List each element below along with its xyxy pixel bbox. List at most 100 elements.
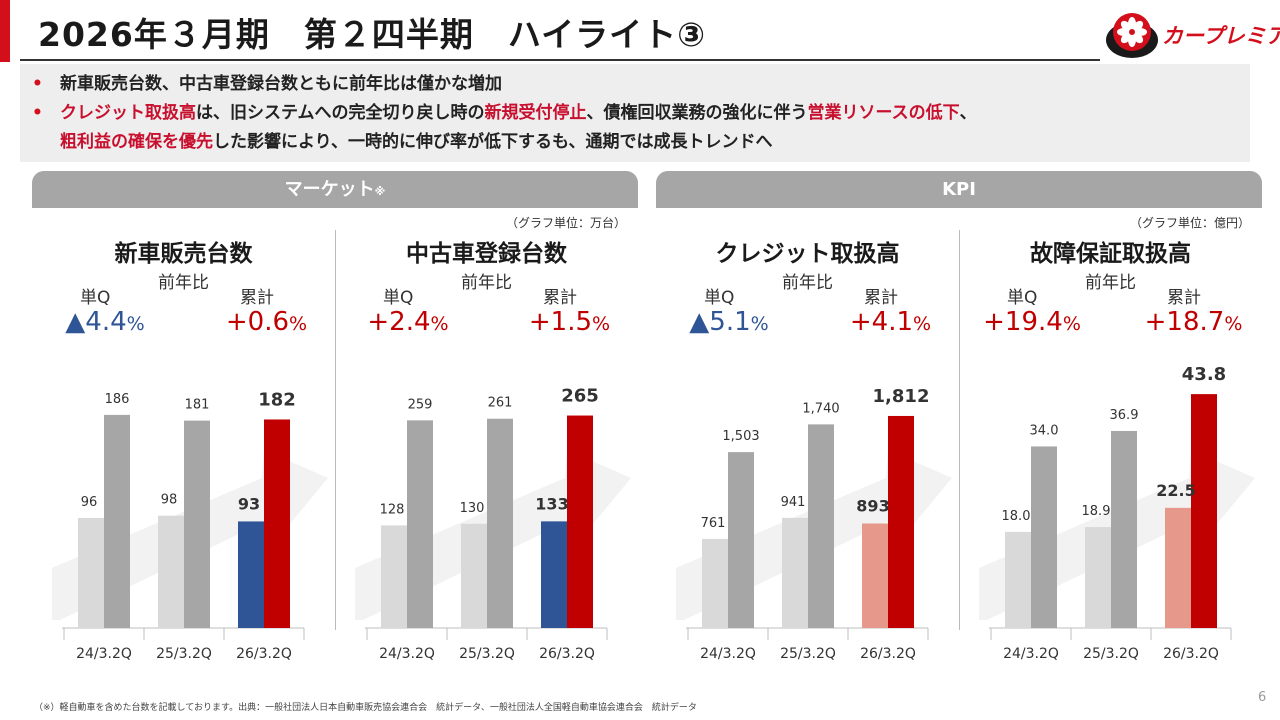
bar-cumulative — [808, 424, 834, 628]
data-label-cumulative: 181 — [185, 398, 210, 413]
title-underline — [20, 59, 1100, 61]
bar-cumulative — [407, 420, 433, 628]
quarter-label: 単Q — [383, 288, 414, 308]
bar-quarter — [1005, 531, 1031, 628]
data-label-cumulative: 34.0 — [1030, 423, 1059, 438]
x-tick-label: 24/3.2Q — [379, 646, 435, 662]
bullet-item: クレジット取扱高は、旧システムへの完全切り戻し時の新規受付停止、債権回収業務の強… — [30, 99, 1250, 157]
bar-cumulative — [888, 415, 914, 628]
bar-cumulative — [728, 452, 754, 628]
yoy-unit: % — [126, 313, 145, 335]
chart-warranty-volume: 故障保証取扱高 前年比 単Q 累計 +19.4% +18.7% 18.0 34.0 24/3.2… — [959, 208, 1262, 681]
bar-quarter — [541, 521, 567, 628]
data-label-quarter: 96 — [81, 495, 98, 510]
data-label-quarter: 98 — [161, 493, 178, 508]
x-tick-label: 25/3.2Q — [780, 646, 836, 662]
bar-cumulative — [1191, 394, 1217, 628]
data-label-quarter: 93 — [238, 494, 260, 513]
cumulative-label: 累計 — [543, 288, 577, 308]
chart-divider — [335, 230, 336, 630]
unit-note: （グラフ単位：万台） — [505, 216, 626, 230]
chart-title: 新車販売台数 — [114, 241, 253, 267]
quarter-label: 単Q — [80, 288, 111, 308]
yoy-number: +2.4 — [367, 307, 431, 337]
data-label-cumulative: 186 — [105, 392, 130, 407]
quarter-yoy-value: +19.4% — [977, 307, 1087, 337]
bar-plot: 18.0 34.0 24/3.2Q 18.9 36.9 25/3.2Q 22.5 43.8 26… — [979, 364, 1255, 662]
yoy-label: 前年比 — [461, 273, 512, 293]
data-label-quarter: 18.9 — [1082, 504, 1111, 519]
yoy-number: +4.1 — [849, 307, 914, 337]
data-label-cumulative: 182 — [258, 389, 296, 410]
yoy-unit: % — [592, 313, 611, 335]
data-label-quarter: 128 — [380, 502, 405, 517]
cumulative-yoy-value: +0.6% — [204, 307, 329, 337]
x-tick-label: 24/3.2Q — [700, 646, 756, 662]
quarter-yoy-value: ▲4.4% — [50, 307, 160, 337]
yoy-label: 前年比 — [1085, 273, 1136, 293]
x-tick-label: 25/3.2Q — [156, 646, 212, 662]
chart-title: 中古車登録台数 — [406, 241, 567, 267]
chart-credit-volume: クレジット取扱高 前年比 単Q 累計 ▲5.1% +4.1% 761 1,503 24/3.2Q… — [656, 208, 959, 681]
cumulative-yoy-value: +1.5% — [507, 307, 632, 337]
page-title: 2026年３月期 第２四半期 ハイライト③ — [38, 15, 707, 54]
chart-title: 故障保証取扱高 — [1030, 241, 1191, 267]
cumulative-label: 累計 — [1167, 288, 1201, 308]
yoy-number: +0.6 — [225, 307, 290, 337]
bar-quarter — [782, 517, 808, 628]
quarter-yoy-value: +2.4% — [353, 307, 463, 337]
market-panel: マーケット※ （グラフ単位：万台） 新車販売台数 前年比 単Q 累計 ▲4.4% +0.6… — [32, 171, 638, 681]
summary-bullets: 新車販売台数、中古車登録台数ともに前年比は僅かな増加 クレジット取扱高は、旧シス… — [20, 64, 1250, 162]
market-panel-header: マーケット※ — [32, 171, 638, 208]
yoy-label: 前年比 — [782, 273, 833, 293]
data-label-quarter: 893 — [856, 497, 889, 516]
bar-cumulative — [567, 415, 593, 628]
yoy-unit: % — [430, 313, 449, 335]
data-label-cumulative: 1,503 — [722, 429, 759, 444]
data-label-quarter: 941 — [781, 495, 806, 510]
title-accent-bar — [0, 0, 10, 62]
data-label-quarter: 130 — [460, 501, 485, 516]
bar-cumulative — [104, 414, 130, 628]
bar-plot: 128 259 24/3.2Q 130 261 25/3.2Q 133 265 26/3.2Q — [355, 386, 631, 662]
logo-text: カープレミア — [1162, 24, 1280, 48]
data-label-cumulative: 265 — [561, 386, 599, 407]
cumulative-label: 累計 — [864, 288, 898, 308]
data-label-quarter: 761 — [701, 516, 726, 531]
yoy-number: +19.4 — [983, 307, 1063, 337]
chart-new-car-sales: 新車販売台数 前年比 単Q 累計 ▲4.4% +0.6% 96 186 24/3.2Q 98 181… — [32, 208, 335, 681]
x-tick-label: 24/3.2Q — [76, 646, 132, 662]
yoy-label: 前年比 — [158, 273, 209, 293]
cumulative-label: 累計 — [240, 288, 274, 308]
bar-cumulative — [264, 419, 290, 628]
x-tick-label: 26/3.2Q — [1163, 646, 1219, 662]
bar-quarter — [381, 525, 407, 628]
bar-plot: 761 1,503 24/3.2Q 941 1,740 25/3.2Q 893 1,812 26… — [676, 386, 952, 662]
kpi-panel-header: KPI — [656, 171, 1262, 208]
yoy-number: ▲4.4 — [65, 307, 127, 337]
x-tick-label: 26/3.2Q — [539, 646, 595, 662]
chart-title: クレジット取扱高 — [715, 241, 900, 267]
bar-cumulative — [1031, 446, 1057, 628]
bar-plot: 96 186 24/3.2Q 98 181 25/3.2Q 93 182 26/3.2Q — [52, 389, 328, 662]
bar-quarter — [158, 515, 184, 628]
yoy-unit: % — [1062, 313, 1081, 335]
data-label-cumulative: 36.9 — [1110, 408, 1139, 423]
yoy-number: +18.7 — [1144, 307, 1225, 337]
bullet-line: 粗利益の確保を優先した影響により、一時的に伸び率が低下するも、通期では成長トレン… — [60, 132, 773, 152]
yoy-number: +1.5 — [528, 307, 593, 337]
unit-note: （グラフ単位：億円） — [1129, 216, 1250, 230]
bar-cumulative — [1111, 430, 1137, 628]
x-tick-label: 26/3.2Q — [860, 646, 916, 662]
bar-quarter — [1085, 527, 1111, 628]
bar-cumulative — [184, 420, 210, 628]
quarter-yoy-value: ▲5.1% — [674, 307, 784, 337]
yoy-unit: % — [289, 313, 308, 335]
bar-cumulative — [487, 418, 513, 628]
bullet-item: 新車販売台数、中古車登録台数ともに前年比は僅かな増加 — [30, 70, 1250, 99]
data-label-quarter: 133 — [535, 494, 568, 513]
bar-quarter — [1165, 507, 1191, 628]
footnote: （※）軽自動車を含めた台数を記載しております。出典：一般社団法人日本自動車販売協… — [34, 703, 697, 713]
x-tick-label: 26/3.2Q — [236, 646, 292, 662]
data-label-cumulative: 1,812 — [873, 386, 930, 407]
